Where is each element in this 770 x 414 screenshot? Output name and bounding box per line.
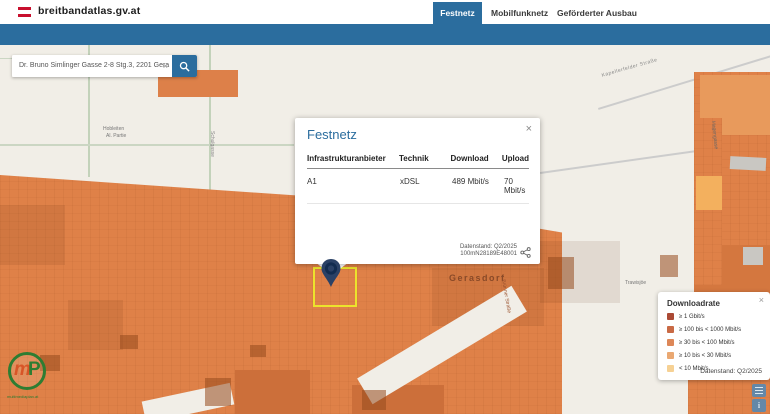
legend-item: ≥ 30 bis < 100 Mbit/s	[667, 339, 735, 346]
map-building	[743, 247, 763, 265]
map-building	[250, 345, 266, 357]
tab-festnetz[interactable]: Festnetz	[433, 2, 482, 24]
info-icon: i	[757, 401, 761, 410]
legend-swatch	[667, 313, 674, 320]
search-input[interactable]: Dr. Bruno Simlinger Gasse 2-8 Stg.3, 220…	[12, 55, 172, 77]
map-coverage-cell	[696, 176, 722, 210]
map-building	[729, 156, 767, 171]
map-building	[548, 257, 574, 289]
map-road	[0, 144, 294, 146]
popup-title: Festnetz	[307, 127, 357, 142]
address-search: Dr. Bruno Simlinger Gasse 2-8 Stg.3, 220…	[12, 55, 197, 77]
map-coverage-cell	[68, 300, 123, 350]
mp-logo-subtext: multimediaplan.at	[7, 394, 39, 399]
tab-gefoerderter-ausbau[interactable]: Geförderter Ausbau	[557, 8, 637, 18]
popup-meta: Datenstand: Q2/2025 100mN28189E48001	[460, 244, 531, 258]
legend-swatch	[667, 339, 674, 346]
share-icon[interactable]	[520, 247, 531, 258]
legend-swatch	[667, 352, 674, 359]
legend-item: < 10 Mbit/s	[667, 365, 709, 372]
col-header: Infrastrukturanbieter	[307, 154, 386, 163]
map-label-gerasdorf: Gerasdorf	[449, 273, 506, 283]
cell-upload: 70 Mbit/s	[504, 177, 526, 195]
mp-logo-p: P	[28, 359, 41, 380]
search-value: Dr. Bruno Simlinger Gasse 2-8 Stg.3, 220…	[19, 62, 170, 69]
map-road	[209, 45, 211, 192]
search-icon	[179, 61, 190, 72]
close-icon[interactable]: ×	[758, 295, 764, 305]
cell-technik: xDSL	[400, 177, 420, 186]
legend-label: ≥ 1 Gbit/s	[679, 313, 705, 320]
legend-item: ≥ 100 bis < 1000 Mbit/s	[667, 326, 741, 333]
legend-label: ≥ 30 bis < 100 Mbit/s	[679, 339, 735, 346]
mp-logo-m: m	[14, 359, 31, 380]
legend-title: Downloadrate	[667, 299, 720, 308]
legend-item: ≥ 1 Gbit/s	[667, 313, 705, 320]
tab-mobilfunknetz[interactable]: Mobilfunknetz	[491, 8, 549, 18]
legend-label: < 10 Mbit/s	[679, 365, 709, 372]
festnetz-popup: Festnetz × Infrastrukturanbieter Technik…	[295, 118, 540, 264]
legend-panel: Downloadrate × ≥ 1 Gbit/s ≥ 100 bis < 10…	[658, 292, 770, 380]
austria-flag-icon	[18, 7, 31, 17]
table-row: A1 xDSL 489 Mbit/s 70 Mbit/s	[307, 169, 529, 204]
col-header: Technik	[399, 154, 429, 163]
app-header: breitbandatlas.gv.at Festnetz Mobilfunkn…	[0, 0, 770, 24]
map-building	[205, 378, 231, 406]
list-icon	[755, 387, 763, 394]
info-button[interactable]: i	[752, 399, 766, 412]
map-building	[660, 255, 678, 277]
legend-swatch	[667, 326, 674, 333]
cell-provider: A1	[307, 177, 317, 186]
brand-title: breitbandatlas.gv.at	[38, 5, 141, 17]
search-button[interactable]	[172, 55, 197, 77]
popup-datenstand: Datenstand: Q2/2025 100mN28189E48001	[459, 244, 517, 257]
map-label: Hobleiten	[103, 126, 125, 132]
legend-item: ≥ 10 bis < 30 Mbit/s	[667, 352, 731, 359]
map-label: Schulgasse	[209, 131, 215, 157]
provider-table: Infrastrukturanbieter Technik Download U…	[307, 150, 529, 204]
map-coverage-cell	[0, 205, 65, 265]
map-road	[540, 149, 699, 174]
mp-logo-circle	[8, 352, 46, 390]
legend-swatch	[667, 365, 674, 372]
map-road	[88, 45, 90, 177]
col-header: Upload	[501, 154, 529, 163]
map-marker-pin[interactable]	[320, 258, 342, 293]
map-label: Al. Partie	[106, 133, 127, 139]
cell-download: 489 Mbit/s	[452, 177, 489, 186]
table-header-row: Infrastrukturanbieter Technik Download U…	[307, 150, 529, 169]
legend-label: ≥ 100 bis < 1000 Mbit/s	[679, 326, 742, 333]
legend-toggle-button[interactable]	[752, 384, 766, 397]
map-coverage-cell	[235, 370, 310, 414]
map-building	[120, 335, 138, 349]
col-header: Download	[450, 154, 489, 163]
map-building	[362, 390, 386, 410]
legend-datenstand: Datenstand: Q2/2025	[700, 368, 762, 375]
map-label: Trawisjöe	[625, 280, 647, 286]
clear-icon[interactable]: ×	[162, 61, 168, 71]
legend-label: ≥ 10 bis < 30 Mbit/s	[679, 352, 732, 359]
breadcrumb-bar	[0, 24, 770, 45]
close-icon[interactable]: ×	[525, 123, 532, 135]
